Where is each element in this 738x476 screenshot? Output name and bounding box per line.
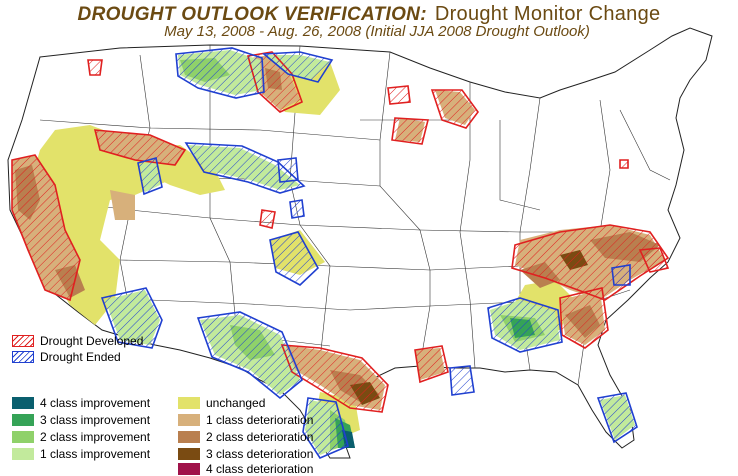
map-title: DROUGHT OUTLOOK VERIFICATION: Drought Mon… [0, 3, 738, 26]
drought-ended-outlines [100, 47, 638, 459]
swatch [12, 397, 34, 409]
legend-label: 1 class improvement [40, 447, 151, 461]
swatch [12, 431, 34, 443]
legend-label: 1 class deterioration [206, 413, 314, 427]
legend-label: unchanged [206, 396, 266, 410]
swatch [178, 397, 200, 409]
swatch [12, 448, 34, 460]
date-range: May 13, 2008 - Aug. 26, 2008 (Initial JJ… [164, 23, 590, 40]
legend-label: 2 class improvement [40, 430, 151, 444]
legend-label: 4 class deterioration [206, 462, 314, 476]
developed-swatch [12, 335, 34, 347]
legend-label: 4 class improvement [40, 396, 151, 410]
title-sub: Drought Monitor Change [434, 3, 661, 25]
legend-label: 3 class deterioration [206, 447, 314, 461]
legend-label: Drought Ended [40, 350, 121, 364]
swatch [12, 414, 34, 426]
legend-label: 3 class improvement [40, 413, 151, 427]
swatch [178, 431, 200, 443]
legend: Drought Developed Drought Ended 4 class … [10, 334, 340, 476]
legend-label: Drought Developed [40, 334, 144, 348]
title-main: DROUGHT OUTLOOK VERIFICATION: [77, 4, 427, 25]
swatch [178, 414, 200, 426]
swatch [178, 463, 200, 475]
swatch [178, 448, 200, 460]
ended-swatch [12, 351, 34, 363]
legend-label: 2 class deterioration [206, 430, 314, 444]
